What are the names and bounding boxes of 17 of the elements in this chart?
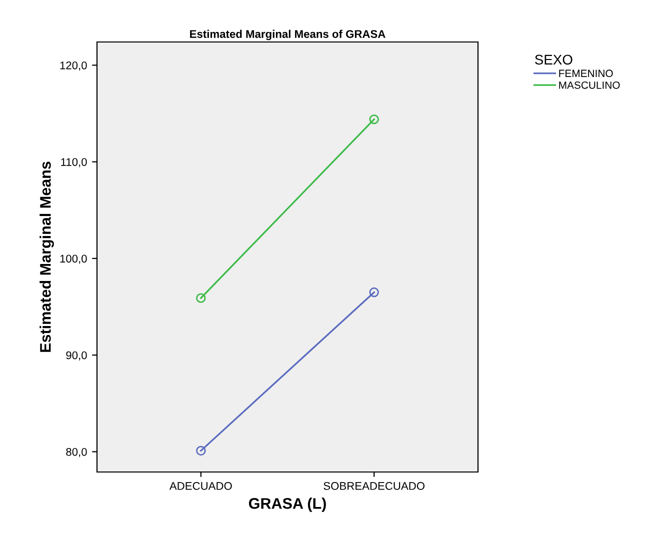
chart-title: Estimated Marginal Means of GRASA [190, 30, 386, 40]
x-axis-title: GRASA (L) [248, 498, 326, 512]
y-tick-label: 110,0 [61, 158, 87, 168]
y-tick-label: 90,0 [66, 351, 87, 361]
y-tick-label: 100,0 [60, 254, 87, 264]
legend-title: SEXO [535, 54, 572, 65]
x-tick-label: ADECUADO [169, 482, 232, 490]
y-axis-title: Estimated Marginal Means [40, 162, 54, 352]
x-tick-label: SOBREADECUADO [324, 482, 424, 490]
legend-label: MASCULINO [559, 81, 620, 89]
y-tick-label: 80,0 [66, 448, 87, 458]
point [196, 293, 206, 303]
point [369, 287, 379, 298]
legend-label: FEMENINO [559, 70, 613, 78]
point [196, 446, 206, 456]
y-tick-label: 120,0 [60, 61, 87, 71]
point [369, 114, 379, 124]
